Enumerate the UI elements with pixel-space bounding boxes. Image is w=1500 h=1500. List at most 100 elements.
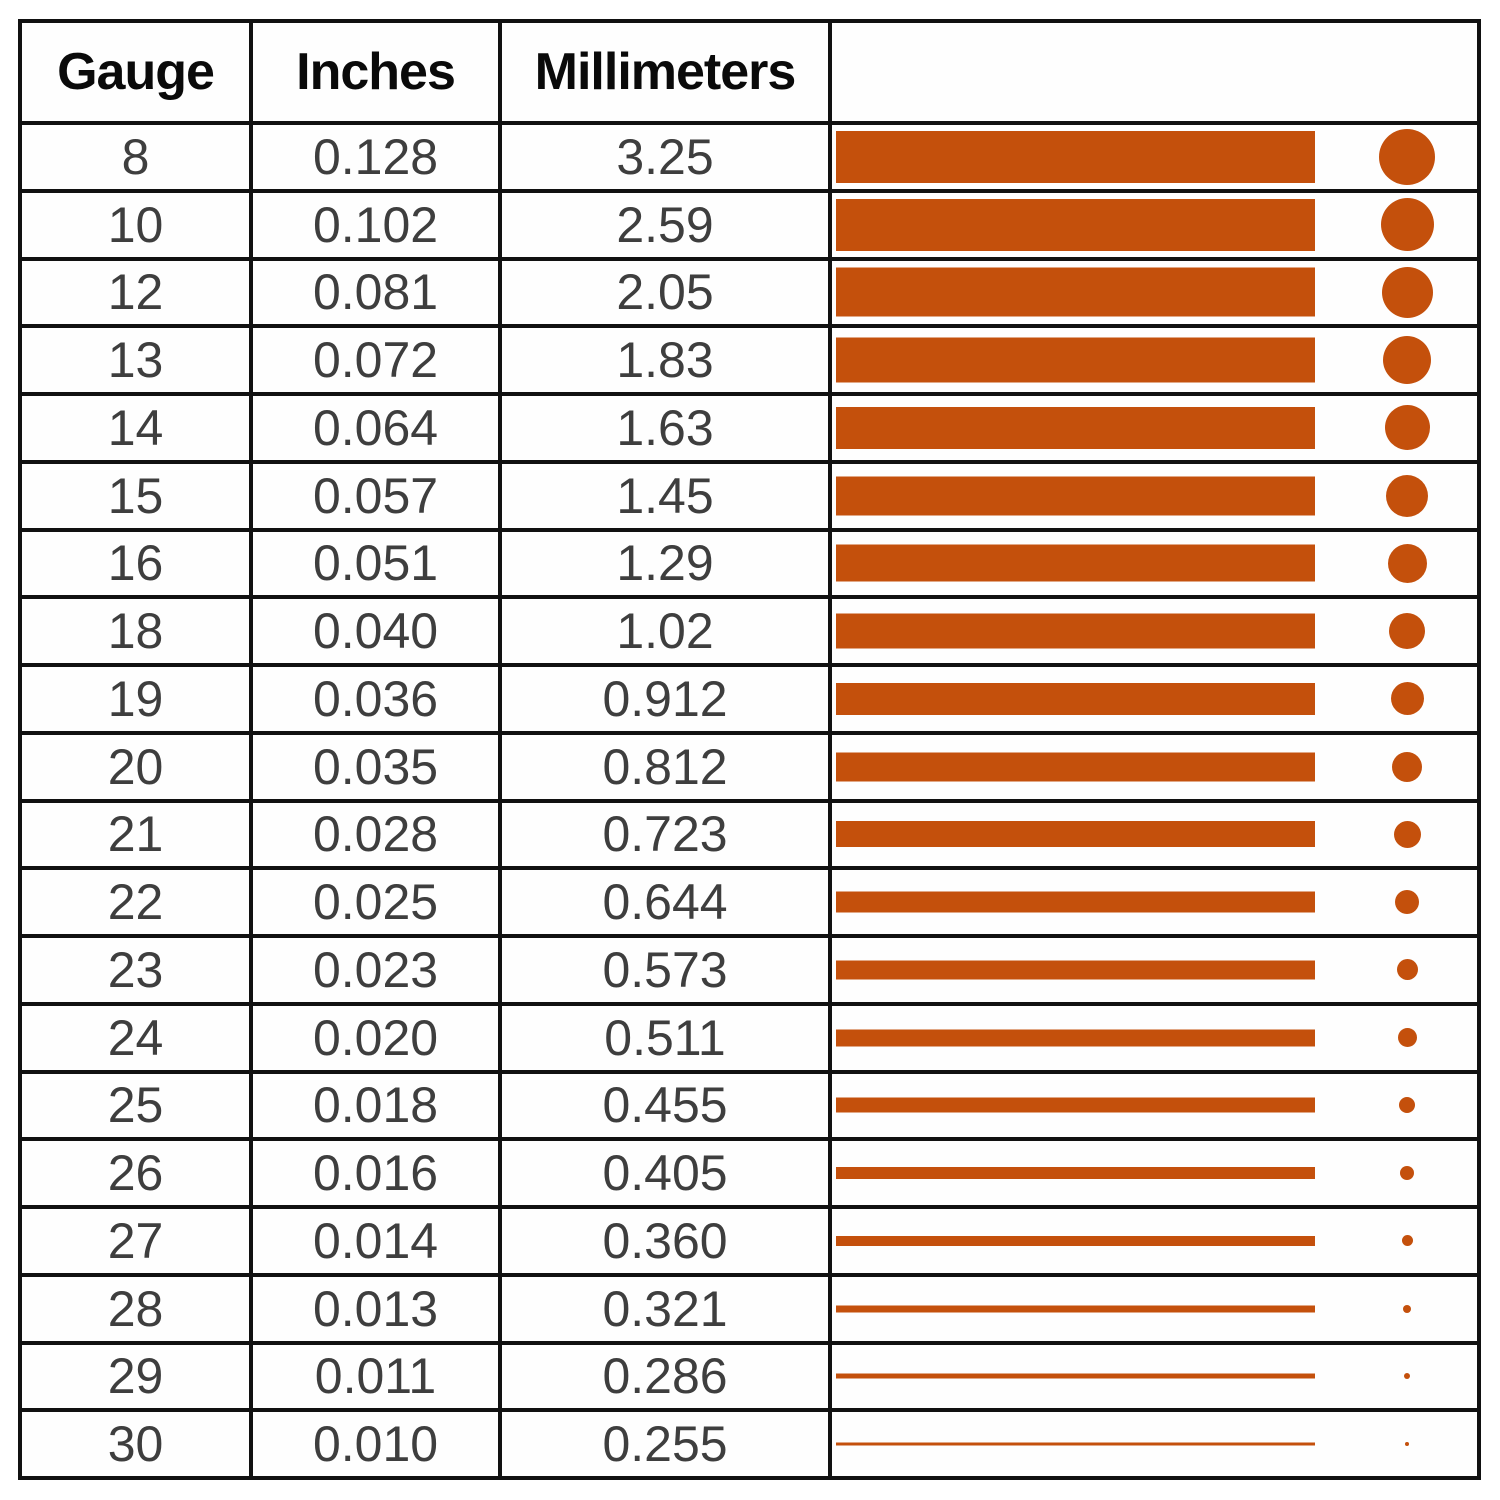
wire-size-visual-cell <box>832 667 1477 731</box>
inches-value-cell: 0.040 <box>253 599 498 663</box>
millimeters-value-cell: 0.405 <box>502 1141 828 1205</box>
dot-wrapper <box>1377 125 1437 189</box>
wire-size-visual-cell <box>832 396 1477 460</box>
inches-value-cell: 0.014 <box>253 1209 498 1273</box>
dot-wrapper <box>1377 870 1437 934</box>
millimeters-value-cell: 0.912 <box>502 667 828 731</box>
wire-size-visual-cell <box>832 1209 1477 1273</box>
wire-thickness-bar <box>836 682 1315 715</box>
inches-value-cell: 0.018 <box>253 1073 498 1138</box>
wire-diameter-dot <box>1381 266 1433 318</box>
wire-size-visual-cell <box>832 531 1477 596</box>
gauge-value-cell: 22 <box>22 870 249 934</box>
wire-size-visual-cell <box>832 599 1477 663</box>
millimeters-value-cell: 0.812 <box>502 734 828 799</box>
dot-wrapper <box>1377 261 1437 325</box>
inches-value-cell: 0.023 <box>253 938 498 1002</box>
wire-size-visual-cell <box>832 870 1477 934</box>
wire-thickness-bar <box>836 1442 1315 1446</box>
inches-value-cell: 0.020 <box>253 1005 498 1070</box>
wire-size-visual-cell <box>832 1073 1477 1138</box>
wire-size-visual-cell <box>832 938 1477 1002</box>
wire-diameter-dot <box>1397 1028 1417 1048</box>
wire-thickness-bar <box>836 130 1315 183</box>
wire-diameter-dot <box>1380 198 1434 252</box>
wire-diameter-dot <box>1379 128 1435 185</box>
wire-thickness-bar <box>836 1097 1315 1113</box>
millimeters-value-cell: 1.45 <box>502 463 828 528</box>
wire-thickness-bar <box>836 752 1315 782</box>
wire-thickness-bar <box>836 960 1315 980</box>
millimeters-value-cell: 0.723 <box>502 802 828 867</box>
wire-gauge-table: Gauge Inches Millimeters 8 0.128 3.25 10… <box>18 19 1481 1480</box>
gauge-value-cell: 28 <box>22 1276 249 1341</box>
gauge-value-cell: 10 <box>22 192 249 257</box>
dot-wrapper <box>1377 1277 1437 1341</box>
dot-wrapper <box>1377 667 1437 731</box>
millimeters-value-cell: 0.286 <box>502 1344 828 1409</box>
wire-size-visual-cell <box>832 1344 1477 1409</box>
header-cell-visual <box>832 23 1477 121</box>
dot-wrapper <box>1377 803 1437 867</box>
wire-diameter-dot <box>1392 751 1422 782</box>
wire-size-visual-cell <box>832 1412 1477 1476</box>
inches-value-cell: 0.016 <box>253 1141 498 1205</box>
wire-thickness-bar <box>836 476 1315 516</box>
dot-wrapper <box>1377 735 1437 799</box>
inches-value-cell: 0.035 <box>253 734 498 799</box>
wire-size-visual-cell <box>832 1141 1477 1205</box>
gauge-value-cell: 23 <box>22 938 249 1002</box>
wire-thickness-bar <box>836 1305 1315 1313</box>
gauge-value-cell: 8 <box>22 125 249 189</box>
wire-diameter-dot <box>1405 1442 1409 1447</box>
wire-thickness-bar <box>836 1235 1315 1246</box>
millimeters-value-cell: 1.83 <box>502 328 828 392</box>
millimeters-value-cell: 1.63 <box>502 396 828 460</box>
wire-thickness-bar <box>836 891 1315 913</box>
wire-size-visual-cell <box>832 125 1477 189</box>
gauge-value-cell: 14 <box>22 396 249 460</box>
dot-wrapper <box>1377 1074 1437 1138</box>
millimeters-value-cell: 1.29 <box>502 531 828 596</box>
inches-value-cell: 0.010 <box>253 1412 498 1476</box>
wire-size-visual-cell <box>832 802 1477 867</box>
dot-wrapper <box>1377 1141 1437 1205</box>
dot-wrapper <box>1377 464 1437 528</box>
inches-value-cell: 0.081 <box>253 260 498 325</box>
wire-diameter-dot <box>1396 959 1418 981</box>
millimeters-value-cell: 2.05 <box>502 260 828 325</box>
gauge-value-cell: 20 <box>22 734 249 799</box>
millimeters-value-cell: 2.59 <box>502 192 828 257</box>
wire-diameter-dot <box>1384 405 1430 451</box>
inches-value-cell: 0.036 <box>253 667 498 731</box>
inches-value-cell: 0.011 <box>253 1344 498 1409</box>
dot-wrapper <box>1377 328 1437 392</box>
wire-diameter-dot <box>1383 336 1431 385</box>
wire-thickness-bar <box>836 1167 1315 1180</box>
millimeters-value-cell: 0.455 <box>502 1073 828 1138</box>
dot-wrapper <box>1377 599 1437 663</box>
inches-value-cell: 0.064 <box>253 396 498 460</box>
millimeters-value-cell: 0.644 <box>502 870 828 934</box>
gauge-value-cell: 24 <box>22 1005 249 1070</box>
wire-diameter-dot <box>1395 890 1419 915</box>
millimeters-value-cell: 0.255 <box>502 1412 828 1476</box>
wire-thickness-bar <box>836 544 1315 582</box>
wire-size-visual-cell <box>832 1276 1477 1341</box>
gauge-value-cell: 21 <box>22 802 249 867</box>
millimeters-value-cell: 3.25 <box>502 125 828 189</box>
gauge-value-cell: 29 <box>22 1344 249 1409</box>
gauge-value-cell: 15 <box>22 463 249 528</box>
wire-thickness-bar <box>836 337 1315 383</box>
wire-diameter-dot <box>1404 1373 1410 1380</box>
dot-wrapper <box>1377 396 1437 460</box>
wire-thickness-bar <box>836 821 1315 848</box>
dot-wrapper <box>1377 1006 1437 1070</box>
wire-diameter-dot <box>1386 474 1428 517</box>
dot-wrapper <box>1377 1412 1437 1476</box>
millimeters-value-cell: 0.511 <box>502 1005 828 1070</box>
wire-size-visual-cell <box>832 192 1477 257</box>
inches-value-cell: 0.013 <box>253 1276 498 1341</box>
wire-thickness-bar <box>836 198 1315 251</box>
wire-diameter-dot <box>1399 1097 1415 1114</box>
